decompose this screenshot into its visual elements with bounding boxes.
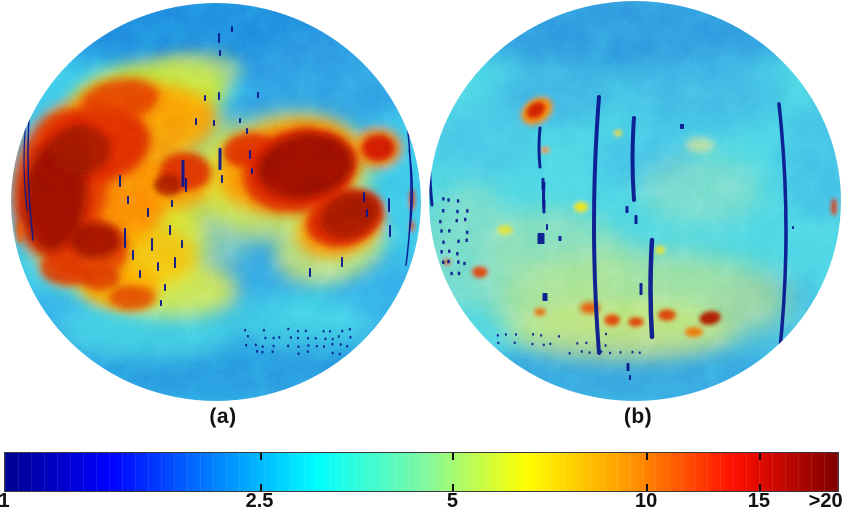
- colorbar-tick-label: 15: [747, 490, 770, 512]
- colorbar-tick-mark: [758, 453, 761, 460]
- hemisphere-maps: [11, 1, 841, 401]
- colorbar-tick-mark: [259, 453, 262, 460]
- colorbar-tick-label: 2.5: [245, 490, 274, 512]
- colorbar: [4, 452, 839, 492]
- colorbar-tick-label: 10: [634, 490, 658, 512]
- colorbar-tick-mark: [452, 484, 455, 491]
- colorbar-tick-labels: 1 2.5 5 10 15 >20: [0, 490, 850, 512]
- panel-label-a: (a): [209, 405, 237, 428]
- colorbar-tick-label: >20: [808, 490, 843, 512]
- colorbar-gradient: [5, 453, 838, 491]
- colorbar-tick-mark: [646, 484, 649, 491]
- colorbar-tick-mark: [259, 484, 262, 491]
- colorbar-tick-mark: [452, 453, 455, 460]
- colorbar-tick-label: 5: [446, 490, 458, 512]
- sphere-b: [429, 1, 841, 401]
- colorbar-tick-mark: [646, 453, 649, 460]
- colorbar-tick-label: 1: [0, 490, 10, 512]
- colorbar-tick-mark: [758, 484, 761, 491]
- panel-label-b: (b): [623, 405, 653, 428]
- sphere-a: [11, 3, 421, 401]
